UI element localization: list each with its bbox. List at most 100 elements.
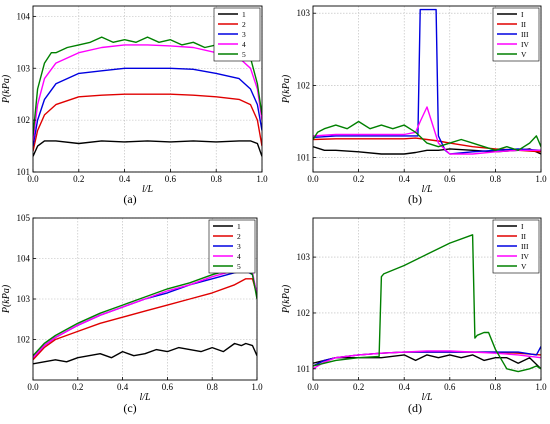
x-tick-label: 0.2: [72, 382, 83, 392]
series-line-4: [33, 44, 262, 141]
y-tick-label: 104: [17, 254, 31, 264]
legend-label-II: II: [521, 232, 526, 241]
series-line-3: [33, 269, 257, 359]
legend-label-3: 3: [242, 30, 246, 39]
legend-label-1: 1: [237, 222, 241, 231]
legend-label-4: 4: [237, 252, 241, 261]
y-axis-title: P(kPa): [1, 284, 12, 314]
series-line-2: [33, 93, 262, 152]
x-tick-label: 0.6: [444, 382, 456, 392]
x-tick-label: 0.0: [27, 174, 39, 184]
legend-label-2: 2: [237, 232, 241, 241]
panel-label: (c): [123, 401, 136, 415]
x-tick-label: 0.0: [307, 382, 319, 392]
series-group: [313, 234, 541, 373]
legend-label-2: 2: [242, 20, 246, 29]
legend-label-IV: IV: [521, 40, 529, 49]
y-tick-label: 103: [297, 252, 311, 262]
y-tick-label: 101: [297, 153, 311, 163]
plot-frame: [312, 217, 542, 381]
y-axis-title: P(kPa): [281, 74, 292, 104]
x-tick-label: 0.2: [73, 174, 84, 184]
series-line-3: [33, 67, 262, 147]
legend-label-II: II: [521, 20, 526, 29]
y-tick-label: 103: [17, 63, 31, 73]
x-tick-label: 1.0: [251, 382, 263, 392]
legend-label-V: V: [521, 50, 527, 59]
legend-label-4: 4: [242, 40, 246, 49]
panel-label: (a): [123, 192, 136, 206]
y-axis-title: P(kPa): [281, 284, 292, 314]
x-tick-label: 1.0: [256, 174, 268, 184]
x-tick-label: 0.4: [399, 174, 411, 184]
legend-label-IV: IV: [521, 252, 529, 261]
plot-frame: [32, 5, 263, 173]
y-tick-label: 102: [297, 80, 311, 90]
x-tick-label: 0.8: [490, 382, 502, 392]
y-tick-label: 104: [17, 11, 31, 21]
panel-label: (d): [408, 401, 422, 415]
legend-label-I: I: [521, 10, 524, 19]
series-line-IV: [313, 350, 541, 370]
legend-label-5: 5: [242, 50, 246, 59]
x-tick-label: 0.4: [399, 382, 411, 392]
series-line-4: [33, 267, 257, 359]
y-tick-label: 103: [17, 294, 31, 304]
plot-frame: [312, 5, 542, 173]
series-line-III: [313, 8, 541, 155]
chart-panel-d: 0.0 0.2 0.4 0.6 0.8 1.0101102103l/LP(kPa)IIII…: [281, 217, 547, 415]
series-line-5: [33, 267, 257, 357]
x-tick-label: 0.8: [490, 174, 502, 184]
x-tick-label: 0.4: [117, 382, 129, 392]
y-tick-label: 105: [17, 213, 31, 223]
y-axis-title: P(kPa): [1, 74, 12, 104]
panel-label: (b): [408, 192, 422, 206]
legend-label-III: III: [521, 30, 529, 39]
chart-panel-a: 0.0 0.2 0.4 0.6 0.8 1.0 101 102 103 104 l/L P(kPa) 1…: [1, 5, 268, 206]
x-tick-label: 0.2: [353, 174, 364, 184]
y-tick-label: 102: [17, 115, 31, 125]
x-tick-label: 0.6: [444, 174, 456, 184]
legend-label-1: 1: [242, 10, 246, 19]
y-tick-label: 102: [297, 308, 311, 318]
series-group: [33, 267, 257, 365]
series-line-1: [33, 140, 262, 157]
series-group: [313, 8, 541, 155]
x-tick-label: 0.2: [353, 382, 364, 392]
y-tick-label: 101: [297, 364, 311, 374]
y-tick-label: 102: [17, 335, 31, 345]
x-tick-label: 0.0: [27, 382, 39, 392]
legend-label-5: 5: [237, 262, 241, 271]
x-axis-title: l/L: [142, 184, 154, 195]
legend-label-III: III: [521, 242, 529, 251]
y-tick-label: 103: [297, 8, 311, 18]
x-tick-label: 0.0: [307, 174, 319, 184]
series-line-V: [313, 234, 541, 373]
x-tick-label: 0.8: [207, 382, 219, 392]
x-tick-label: 0.6: [165, 174, 177, 184]
legend-label-V: V: [521, 262, 527, 271]
legend-label-3: 3: [237, 242, 241, 251]
series-line-V: [313, 120, 541, 152]
x-tick-label: 0.4: [119, 174, 131, 184]
x-tick-label: 1.0: [535, 382, 547, 392]
x-tick-label: 0.8: [211, 174, 223, 184]
series-line-IV: [313, 106, 541, 155]
x-axis-title: l/L: [139, 392, 151, 403]
x-axis-title: l/L: [421, 392, 433, 403]
x-tick-label: 0.6: [162, 382, 174, 392]
chart-panel-b: 0.0 0.2 0.4 0.6 0.8 1.0101102103l/LP(kPa)IIII…: [281, 5, 547, 206]
series-line-1: [33, 342, 257, 365]
legend-label-I: I: [521, 222, 524, 231]
x-axis-title: l/L: [421, 184, 433, 195]
chart-panel-c: 0.0 0.2 0.4 0.6 0.8 1.0 102 103 104 105 l/L P(kPa) 1…: [1, 213, 263, 415]
y-tick-label: 101: [17, 167, 31, 177]
x-tick-label: 1.0: [535, 174, 547, 184]
series-line-2: [33, 278, 257, 361]
series-line-II: [313, 137, 541, 153]
